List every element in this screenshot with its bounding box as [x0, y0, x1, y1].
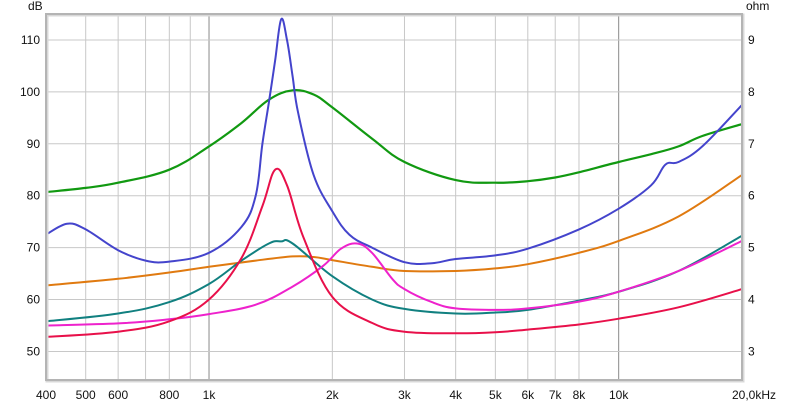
y-tick-label: 90 — [27, 137, 41, 151]
y-axis-left-labels: 50 60 70 80 90 100 110 — [20, 33, 40, 358]
x-tick-label: 1k — [203, 388, 217, 402]
y-tick-label: 50 — [27, 344, 41, 358]
right-axis-unit: ohm — [746, 0, 769, 13]
plot-frame — [45, 13, 743, 381]
x-tick-label: 800 — [159, 388, 179, 402]
curves — [46, 17, 742, 338]
x-tick-label: 400 — [36, 388, 56, 402]
x-axis-labels: 400 500 600 800 1k 2k 3k 4k 5k 6k 7k 8k 10k 20,0kHz — [36, 388, 776, 402]
x-tick-label: 500 — [76, 388, 96, 402]
y2-tick-label: 5 — [748, 241, 755, 255]
y2-tick-label: 3 — [748, 344, 755, 358]
y-tick-label: 80 — [27, 189, 41, 203]
y2-tick-label: 9 — [748, 33, 755, 47]
x-tick-label: 5k — [489, 388, 503, 402]
y-tick-label: 60 — [27, 293, 41, 307]
y2-tick-label: 7 — [748, 137, 755, 151]
y-tick-label: 110 — [21, 33, 40, 47]
x-tick-label: 20,0kHz — [732, 388, 776, 402]
y2-tick-label: 4 — [748, 293, 755, 307]
x-tick-label: 8k — [573, 388, 587, 402]
x-tick-label: 600 — [108, 388, 128, 402]
curve-magenta — [46, 239, 742, 327]
plot-area — [46, 14, 742, 380]
x-tick-label: 10k — [609, 388, 629, 402]
curve-green — [46, 88, 742, 194]
x-tick-label: 6k — [521, 388, 535, 402]
y2-tick-label: 6 — [748, 189, 755, 203]
y-tick-label: 100 — [20, 85, 40, 99]
curve-orange — [46, 173, 742, 287]
left-axis-unit: dB — [28, 0, 43, 13]
y-axis-right-labels: 3 4 5 6 7 8 9 — [748, 33, 755, 358]
x-tick-label: 3k — [398, 388, 412, 402]
y2-tick-label: 8 — [748, 85, 755, 99]
grid-lines — [46, 14, 742, 380]
curve-blue — [46, 17, 742, 265]
y-tick-label: 70 — [27, 241, 41, 255]
x-tick-label: 7k — [549, 388, 563, 402]
x-tick-label: 4k — [449, 388, 463, 402]
x-tick-label: 2k — [326, 388, 340, 402]
curve-red — [46, 167, 742, 338]
